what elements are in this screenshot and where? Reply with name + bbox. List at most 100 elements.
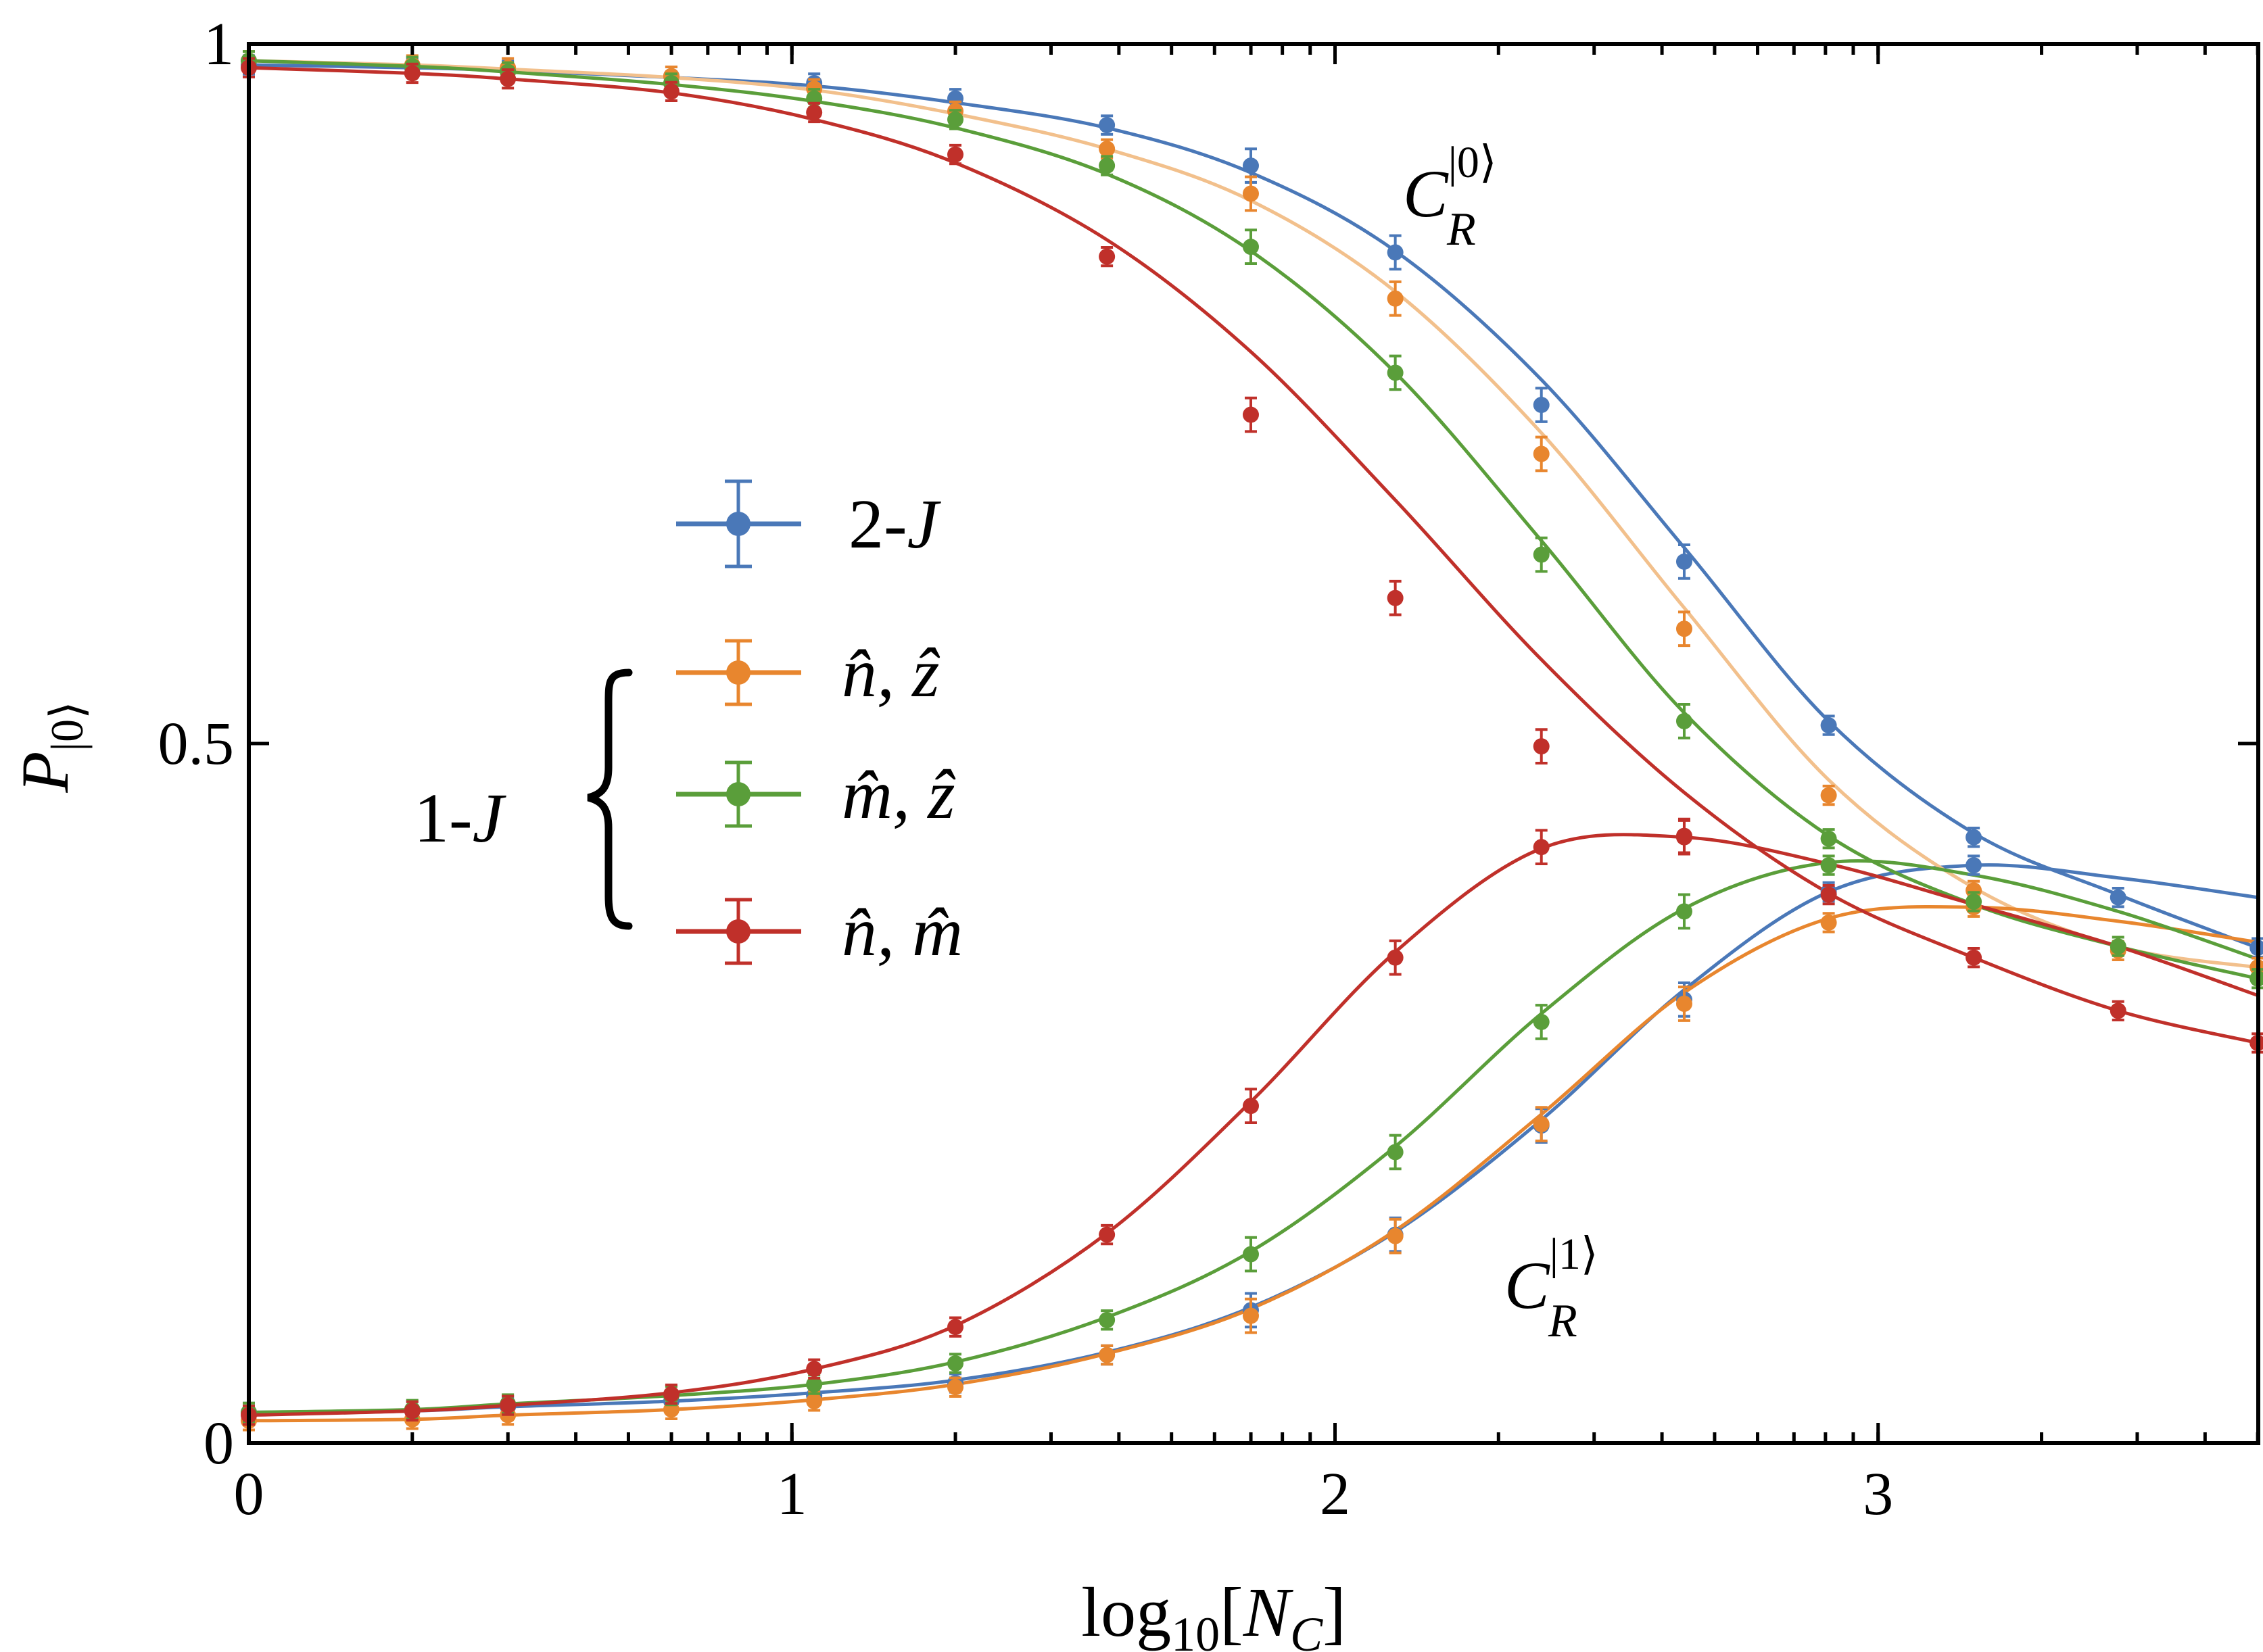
x-axis-label-C: C — [1290, 1607, 1323, 1652]
x-axis-label-bracket-close: ] — [1323, 1574, 1346, 1651]
fit-curve-0-lower — [248, 863, 2258, 1414]
x-tick-label-3: 3 — [1863, 1461, 1893, 1528]
data-point-1-upper_points-10 — [1675, 621, 1692, 637]
data-point-0-lower_points-12 — [1966, 857, 1982, 874]
data-point-2-upper_points-6 — [1099, 157, 1116, 174]
legend-marker-mz — [726, 782, 751, 806]
data-point-1-upper_points-6 — [1099, 141, 1116, 157]
tick-labels: 0 1 2 3 0 0.5 1 — [158, 11, 1894, 1528]
fit-curve-2-lower — [248, 859, 2259, 1414]
data-point-1-upper_points-12 — [1966, 882, 1982, 899]
data-point-1-lower_points-7 — [1242, 1307, 1259, 1324]
annotation-lower-sub: R — [1548, 1295, 1577, 1347]
x-axis-label-log: log — [1081, 1574, 1171, 1651]
fit-curve-1-upper — [248, 59, 2258, 969]
data-point-3-upper_points-4 — [806, 104, 823, 121]
x-axis-label-N: N — [1243, 1574, 1294, 1651]
data-point-0-upper_points-12 — [1966, 829, 1982, 846]
data-point-2-lower_points-9 — [1533, 1013, 1550, 1030]
annotation-lower: C|1⟩ R — [1504, 1230, 1598, 1347]
data-point-3-lower_points-10 — [1675, 827, 1692, 844]
fit-curve-1-lower — [248, 904, 2258, 1423]
x-axis-label: log10[NC] — [1081, 1574, 1346, 1652]
data-point-1-lower_points-9 — [1533, 1116, 1550, 1133]
legend-entry-nz: n̂, ẑ — [676, 634, 940, 712]
data-point-3-upper_points-8 — [1387, 589, 1404, 606]
data-point-0-upper_points-8 — [1387, 244, 1404, 261]
y-tick-label-1: 0.5 — [158, 710, 235, 777]
data-point-3-upper_points-9 — [1533, 738, 1550, 755]
legend-label-2J-J: J — [907, 485, 942, 563]
y-tick-label-2: 1 — [204, 11, 234, 78]
data-point-3-upper_points-2 — [500, 70, 517, 87]
legend-marker-nm — [726, 919, 751, 944]
x-axis-label-sub: 10 — [1171, 1607, 1220, 1652]
data-point-1-lower_points-11 — [1820, 914, 1837, 931]
data-point-0-upper_points-9 — [1533, 397, 1550, 414]
data-point-2-lower_points-11 — [1820, 857, 1837, 874]
data-point-2-lower_points-6 — [1099, 1311, 1116, 1328]
data-point-0-upper_points-11 — [1820, 717, 1837, 734]
annotation-upper-sub: R — [1446, 203, 1476, 256]
data-point-3-lower_points-7 — [1242, 1098, 1259, 1115]
data-point-2-lower_points-5 — [947, 1355, 964, 1372]
annotation-upper: C|0⟩ R — [1403, 138, 1497, 256]
data-point-3-upper_points-13 — [2110, 1002, 2126, 1019]
data-point-3-upper_points-5 — [947, 146, 964, 163]
data-point-3-upper_points-3 — [663, 83, 680, 100]
data-point-2-upper_points-11 — [1820, 830, 1837, 847]
annotation-upper-sup: |0⟩ — [1448, 138, 1497, 187]
legend-label-2J-num: 2- — [849, 485, 907, 563]
data-point-3-upper_points-7 — [1242, 406, 1259, 423]
data-point-3-lower_points-3 — [663, 1386, 680, 1403]
data-point-3-lower_points-2 — [500, 1397, 517, 1414]
data-point-2-upper_points-13 — [2110, 938, 2126, 955]
fit-curve-3-upper — [248, 66, 2258, 1045]
data-points — [241, 50, 2263, 1432]
data-point-3-lower_points-8 — [1387, 949, 1404, 966]
data-point-3-upper_points-6 — [1099, 248, 1116, 265]
legend-marker-nz — [726, 660, 751, 685]
data-point-1-upper_points-8 — [1387, 290, 1404, 307]
legend-group-label: 1-J — [414, 779, 507, 857]
legend-label-mz: m̂, ẑ — [842, 756, 956, 833]
data-point-1-lower_points-5 — [947, 1379, 964, 1396]
data-point-3-lower_points-5 — [947, 1319, 964, 1336]
y-axis-label-sub: |0⟩ — [41, 701, 93, 751]
data-point-1-upper_points-11 — [1820, 787, 1837, 804]
x-tick-label-1: 1 — [777, 1461, 807, 1528]
legend-group-label-J: J — [473, 779, 507, 857]
data-point-3-lower_points-9 — [1533, 839, 1550, 856]
data-point-3-lower_points-4 — [806, 1361, 823, 1378]
data-point-2-upper_points-7 — [1242, 239, 1259, 256]
fit-curves — [248, 59, 2259, 1423]
data-point-0-upper_points-10 — [1675, 553, 1692, 570]
x-tick-label-0: 0 — [234, 1461, 264, 1528]
data-point-3-upper_points-12 — [1966, 949, 1982, 966]
data-point-1-upper_points-7 — [1242, 185, 1259, 202]
data-point-1-lower_points-10 — [1675, 996, 1692, 1013]
x-axis-label-bracket-open: [ — [1220, 1574, 1243, 1651]
data-point-2-lower_points-4 — [806, 1376, 823, 1393]
data-point-2-upper_points-5 — [947, 111, 964, 128]
legend-label-nm: n̂, m̂ — [842, 893, 963, 971]
y-axis-label: P|0⟩ — [7, 701, 93, 793]
data-point-0-upper_points-7 — [1242, 157, 1259, 174]
data-point-0-upper_points-13 — [2110, 889, 2126, 906]
data-point-3-lower_points-1 — [404, 1403, 421, 1419]
legend-entry-2J: 2-J — [676, 479, 942, 568]
legend-label-nz: n̂, ẑ — [842, 634, 940, 712]
legend-group-brace — [587, 669, 633, 930]
data-point-3-lower_points-6 — [1099, 1226, 1116, 1243]
y-tick-label-0: 0 — [204, 1410, 234, 1477]
data-point-2-lower_points-10 — [1675, 903, 1692, 920]
data-point-2-upper_points-12 — [1966, 893, 1982, 910]
data-point-2-lower_points-8 — [1387, 1144, 1404, 1161]
data-point-2-lower_points-7 — [1242, 1246, 1259, 1263]
legend-entry-mz: m̂, ẑ — [676, 756, 956, 833]
legend: 2-J n̂, ẑ m̂, ẑ n̂, m̂ — [414, 479, 963, 971]
y-axis-label-P: P — [7, 752, 82, 794]
data-point-2-upper_points-10 — [1675, 712, 1692, 729]
legend-entry-nm: n̂, m̂ — [676, 893, 963, 971]
annotation-upper-C: C — [1403, 156, 1449, 231]
